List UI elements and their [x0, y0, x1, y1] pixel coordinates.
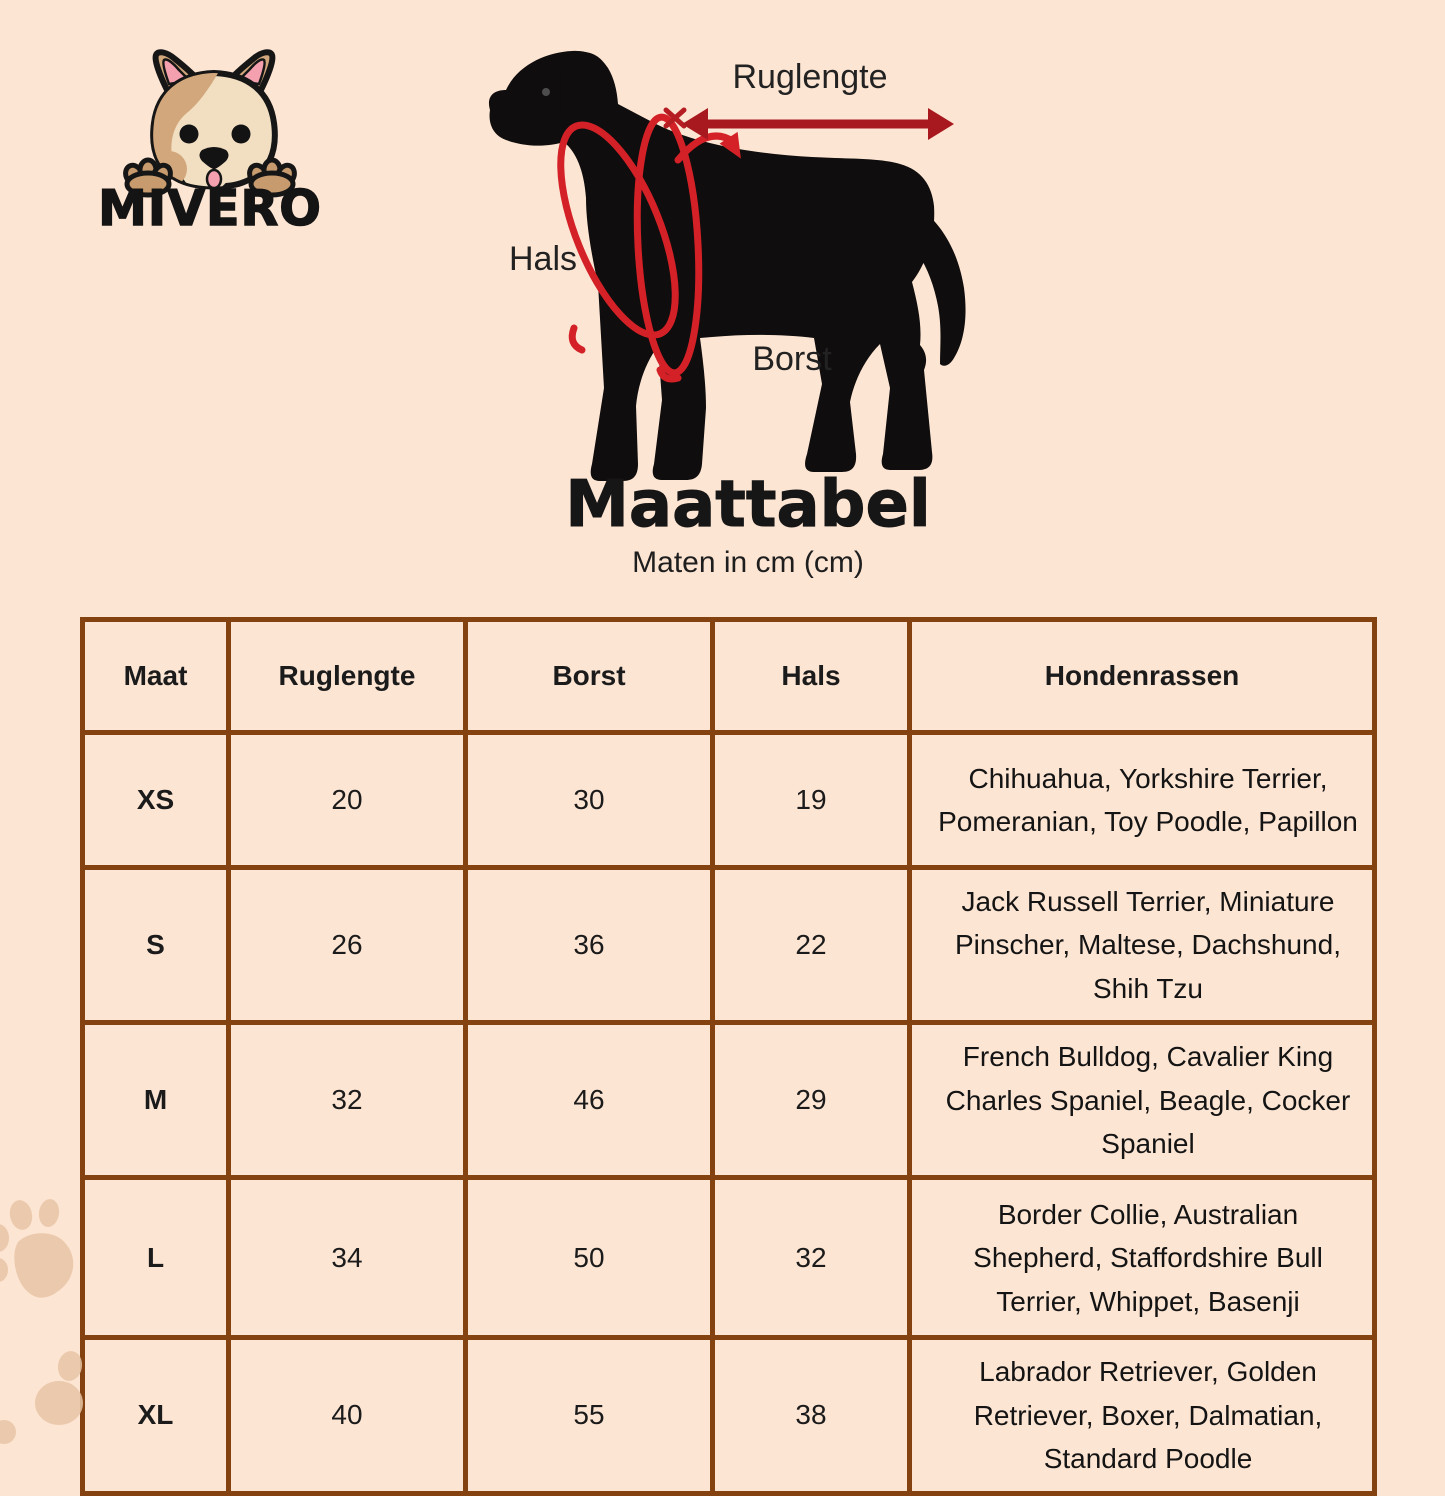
size-value: L	[80, 1175, 231, 1341]
title-block: Maattabel Maten in cm (cm)	[51, 468, 1445, 580]
breeds-value: Chihuahua, Yorkshire Terrier, Pomeranian…	[907, 730, 1377, 870]
ruglengte-value: 32	[226, 1020, 468, 1181]
borst-value: 46	[463, 1020, 715, 1181]
page-subtitle: Maten in cm (cm)	[632, 546, 864, 579]
breeds-value: French Bulldog, Cavalier King Charles Sp…	[907, 1020, 1377, 1181]
borst-value: 36	[463, 864, 715, 1026]
hals-value: 19	[710, 730, 912, 870]
ruglengte-value: 26	[226, 864, 468, 1026]
header-hals: Hals	[710, 617, 912, 735]
ruglengte-label: Ruglengte	[732, 58, 888, 96]
hals-value: 22	[710, 864, 912, 1026]
paw-print-icon	[0, 1199, 83, 1444]
size-table: Maat Ruglengte Borst Hals Hondenrassen X…	[80, 617, 1377, 1496]
table-row: S 26 36 22 Jack Russell Terrier, Miniatu…	[80, 864, 1377, 1026]
header-ruglengte: Ruglengte	[226, 617, 468, 735]
size-value: XS	[80, 730, 231, 870]
measuring-diagram: Ruglengte Hals Borst	[460, 40, 1060, 510]
hals-label: Hals	[508, 240, 578, 278]
size-value: S	[80, 864, 231, 1026]
page-title: Maattabel	[565, 468, 932, 543]
logo-dog-face-icon	[123, 49, 297, 198]
dog-silhouette-icon	[488, 50, 966, 482]
brand-logo: MIVERO	[92, 48, 328, 238]
borst-value: 30	[463, 730, 715, 870]
ruglengte-arrow	[682, 108, 954, 140]
borst-value: 50	[463, 1175, 715, 1341]
table-header-row: Maat Ruglengte Borst Hals Hondenrassen	[80, 617, 1377, 735]
borst-label: Borst	[752, 340, 832, 378]
size-value: M	[80, 1020, 231, 1181]
ruglengte-value: 20	[226, 730, 468, 870]
breeds-value: Border Collie, Australian Shepherd, Staf…	[907, 1175, 1377, 1341]
hals-value: 29	[710, 1020, 912, 1181]
breeds-value: Jack Russell Terrier, Miniature Pinscher…	[907, 864, 1377, 1026]
borst-value: 55	[463, 1335, 715, 1496]
ruglengte-value: 40	[226, 1335, 468, 1496]
brand-name: MIVERO	[97, 179, 322, 238]
header-maat: Maat	[80, 617, 231, 735]
table-row: XS 20 30 19 Chihuahua, Yorkshire Terrier…	[80, 730, 1377, 870]
hals-value: 38	[710, 1335, 912, 1496]
header-borst: Borst	[463, 617, 715, 735]
paw-print-decoration	[0, 1180, 110, 1450]
table-row: M 32 46 29 French Bulldog, Cavalier King…	[80, 1020, 1377, 1181]
ruglengte-value: 34	[226, 1175, 468, 1341]
table-row: L 34 50 32 Border Collie, Australian She…	[80, 1175, 1377, 1341]
size-table-section: Maat Ruglengte Borst Hals Hondenrassen X…	[80, 617, 1377, 1496]
breeds-value: Labrador Retriever, Golden Retriever, Bo…	[907, 1335, 1377, 1496]
table-row: XL 40 55 38 Labrador Retriever, Golden R…	[80, 1335, 1377, 1496]
size-chart-page: { "brand": { "name": "MIVERO" }, "diagra…	[0, 40, 1445, 1496]
hals-value: 32	[710, 1175, 912, 1341]
header-hondenrassen: Hondenrassen	[907, 617, 1377, 735]
